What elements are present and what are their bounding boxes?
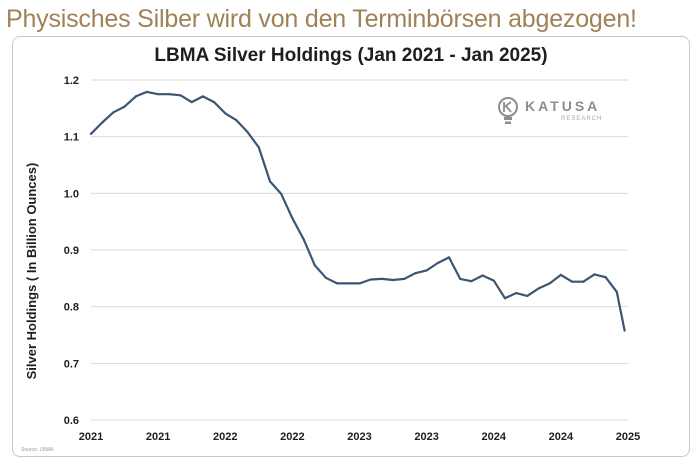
data-point	[380, 277, 383, 280]
source-note: Source: LBMA	[21, 447, 54, 453]
data-point	[358, 282, 361, 285]
data-point	[425, 269, 428, 272]
data-point	[179, 94, 182, 97]
y-tick-label: 0.9	[64, 245, 79, 257]
data-point	[559, 273, 563, 276]
page-headline: Physisches Silber wird von den Terminbör…	[6, 5, 637, 33]
katusa-logo: KATUSA RESEARCH	[495, 95, 615, 127]
data-point	[615, 290, 618, 293]
data-point	[526, 294, 529, 297]
x-tick-label: 2022	[280, 431, 304, 443]
data-point	[604, 276, 607, 279]
x-tick-label: 2023	[347, 431, 371, 443]
data-point	[324, 276, 327, 279]
data-point	[213, 101, 216, 104]
line-chart: 0.60.70.80.91.01.11.2 2021 2021 2022 2022 20…	[64, 75, 641, 443]
x-tick-label: 2024	[482, 431, 507, 443]
data-point	[492, 279, 495, 282]
data-point	[190, 101, 193, 104]
data-point	[403, 277, 406, 280]
data-point	[515, 292, 518, 295]
series-line-0	[89, 90, 626, 332]
series-layer	[89, 90, 626, 332]
y-tick-label: 1.0	[64, 188, 79, 200]
y-tick-label: 0.7	[64, 358, 79, 370]
data-point	[168, 93, 171, 96]
data-point	[112, 111, 115, 114]
data-point	[347, 282, 350, 285]
data-point	[246, 131, 249, 134]
data-point	[548, 282, 551, 285]
data-point	[571, 280, 574, 283]
x-tick-label: 2025	[616, 431, 640, 443]
data-point	[582, 280, 585, 283]
data-point	[235, 119, 238, 122]
grid-lines	[91, 79, 628, 421]
data-point	[470, 280, 473, 283]
data-point	[313, 264, 316, 267]
x-tick-label: 2021	[146, 431, 170, 443]
data-point	[157, 93, 160, 96]
data-point	[89, 132, 93, 135]
data-point	[447, 256, 451, 259]
data-point	[101, 121, 104, 124]
data-point	[291, 217, 294, 220]
data-point	[224, 112, 227, 115]
data-point	[268, 180, 272, 183]
data-point	[369, 278, 372, 281]
x-tick-label: 2024	[549, 431, 574, 443]
data-point	[436, 261, 439, 265]
x-tick-label: 2022	[213, 431, 237, 443]
logo-subtitle: RESEARCH	[561, 116, 603, 122]
y-tick-label: 0.8	[64, 302, 79, 314]
x-tick-label: 2023	[414, 431, 438, 443]
data-point	[257, 146, 260, 149]
data-point	[623, 329, 626, 332]
data-point	[459, 277, 462, 280]
data-point	[336, 282, 339, 285]
y-tick-label: 1.2	[64, 75, 79, 87]
data-point	[481, 274, 484, 277]
y-tick-labels: 0.6 0.7 0.8 0.9 1.0 1.1 1.2	[64, 75, 79, 427]
x-tick-labels: 2021 2021 2022 2022 2023 2023 2024 2024 2025	[79, 431, 640, 443]
data-point	[280, 192, 283, 195]
chart-title: LBMA Silver Holdings (Jan 2021 - Jan 202…	[154, 45, 548, 66]
y-tick-label: 0.6	[64, 415, 79, 427]
data-point	[537, 287, 540, 290]
data-point	[392, 278, 395, 282]
data-point	[145, 90, 148, 93]
x-tick-label: 2021	[79, 431, 103, 443]
y-tick-label: 1.1	[64, 132, 79, 144]
data-point	[134, 95, 137, 98]
data-point	[414, 272, 417, 275]
data-point	[201, 95, 204, 98]
chart-card: LBMA Silver Holdings (Jan 2021 - Jan 202…	[12, 36, 690, 457]
logo-name: KATUSA	[525, 98, 601, 114]
data-point	[123, 105, 126, 108]
data-point	[593, 273, 596, 276]
data-point	[503, 297, 506, 300]
lightbulb-icon	[498, 97, 518, 124]
data-point	[302, 238, 305, 241]
